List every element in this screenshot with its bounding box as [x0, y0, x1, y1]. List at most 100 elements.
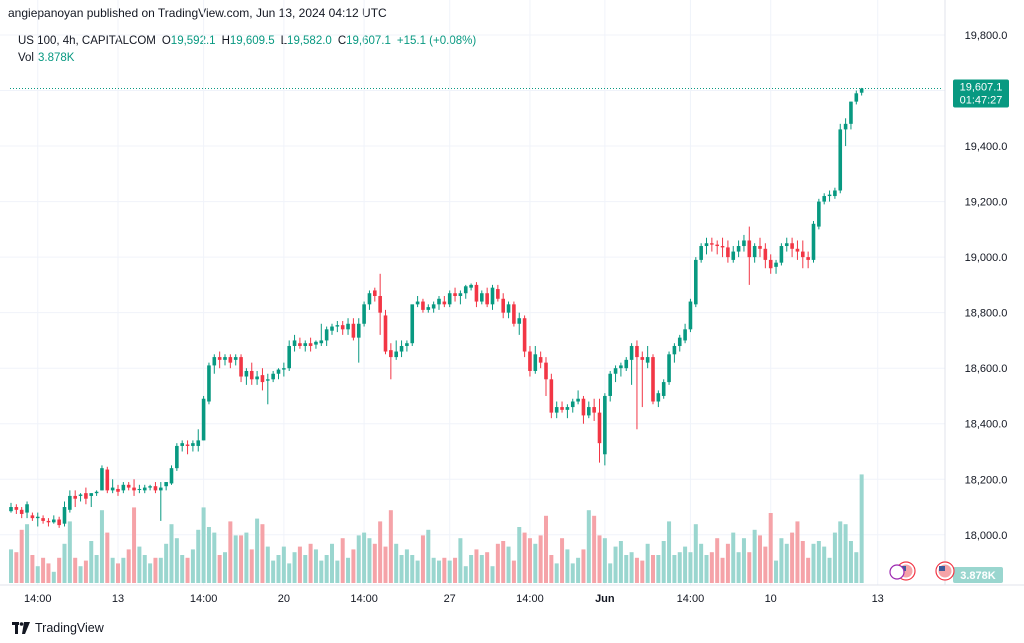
candle	[223, 354, 227, 366]
volume-bar	[688, 552, 693, 583]
candle	[688, 298, 693, 333]
volume-bar	[704, 555, 709, 583]
candlesticks	[9, 87, 864, 528]
volume-bar	[592, 515, 597, 583]
candle	[292, 334, 297, 352]
candle-body	[485, 293, 489, 305]
volume-bar	[426, 529, 431, 583]
volume-bar	[549, 555, 554, 583]
volume-bar	[811, 543, 816, 583]
symbol-label[interactable]: US 100, 4h, CAPITALCOM	[18, 35, 156, 47]
volume-bar	[699, 543, 704, 583]
candle-body	[282, 368, 286, 370]
candle	[212, 354, 217, 374]
volume-bar	[121, 557, 126, 583]
candle	[651, 354, 655, 405]
candle	[14, 504, 19, 514]
candle	[421, 298, 425, 313]
volume-bar	[859, 474, 864, 583]
volume-bar	[142, 555, 147, 583]
volume-bar	[565, 549, 570, 583]
candle	[100, 465, 104, 491]
candle-body	[699, 246, 703, 260]
volume-bar	[527, 538, 532, 583]
candle	[742, 234, 746, 252]
volume-bar	[581, 549, 586, 583]
candle-body	[68, 495, 72, 510]
candle-body	[287, 345, 291, 369]
time-tick-label: 14:00	[190, 593, 218, 605]
volume-bar	[89, 541, 94, 583]
candle-body	[677, 337, 682, 346]
volume-bar	[458, 538, 463, 583]
volume-bar	[126, 549, 131, 583]
price-tick-label: 18,200.0	[965, 474, 1008, 486]
volume-bar	[645, 543, 650, 583]
volume-bar	[634, 557, 639, 583]
volume-bar	[185, 557, 190, 583]
volume-bar	[736, 552, 741, 583]
candle-body	[474, 284, 479, 302]
candle	[645, 345, 650, 369]
volume-bar	[105, 532, 110, 583]
candle-body	[624, 359, 629, 369]
candle	[415, 296, 420, 308]
volume-bar	[110, 557, 115, 583]
volume-label[interactable]: Vol	[18, 52, 34, 64]
candle	[351, 318, 356, 341]
candle	[838, 123, 843, 194]
candle-body	[742, 240, 746, 247]
candle-body	[859, 88, 864, 93]
candle	[244, 368, 249, 385]
candle	[506, 301, 511, 319]
candle-body	[212, 357, 217, 366]
volume-bar	[501, 541, 506, 583]
us-flag-icon[interactable]	[935, 561, 955, 581]
candle	[73, 490, 77, 508]
candle-body	[758, 246, 762, 249]
volume-bar	[560, 538, 565, 583]
candle-body	[217, 357, 222, 360]
candle	[110, 479, 115, 494]
volume-bar	[255, 518, 260, 583]
volume-bar	[420, 535, 425, 583]
volume-bar	[752, 529, 757, 583]
volume-bar	[848, 541, 853, 583]
volume-bar	[779, 538, 784, 583]
volume-bar	[330, 543, 334, 583]
volume-bar	[346, 557, 351, 583]
candle-body	[784, 243, 789, 247]
candle	[822, 193, 826, 205]
candle	[608, 370, 612, 402]
candle-body	[442, 301, 447, 305]
candle-body	[437, 298, 441, 305]
candle	[35, 512, 40, 527]
candle	[576, 390, 580, 405]
candle-body	[25, 504, 29, 513]
volume-bar	[608, 563, 613, 583]
price-tick-label: 18,800.0	[965, 308, 1008, 320]
candle-body	[827, 194, 832, 197]
candle	[661, 379, 666, 399]
candle-body	[389, 350, 393, 358]
price-tick-label: 18,600.0	[965, 363, 1008, 375]
candle-body	[683, 329, 687, 341]
candle	[710, 237, 714, 252]
candle	[249, 362, 254, 385]
candle	[142, 484, 147, 494]
candle	[485, 287, 489, 308]
candle-body	[731, 251, 736, 260]
candle-body	[52, 519, 56, 523]
volume-bar	[41, 557, 46, 583]
candle-body	[78, 494, 83, 496]
tradingview-brand[interactable]: TradingView	[12, 619, 104, 637]
candle-body	[768, 259, 773, 269]
candle-body	[378, 296, 382, 313]
candle	[346, 318, 350, 335]
economic-event-icon[interactable]	[889, 564, 905, 580]
candle	[148, 484, 152, 491]
candle-body	[581, 398, 586, 416]
time-tick-label: 14:00	[677, 593, 705, 605]
volume-bar	[372, 543, 377, 583]
